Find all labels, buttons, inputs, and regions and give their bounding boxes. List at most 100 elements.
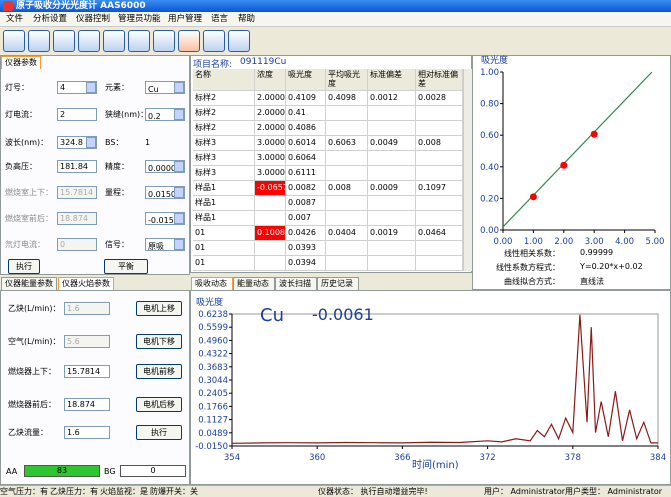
param-input[interactable]: 2 [57,108,97,121]
toolbar-button[interactable] [203,30,225,52]
column-header: 标准偏差 [368,69,416,91]
param-label: 量程： [105,188,129,197]
tab[interactable]: 仪器火焰参数 [58,277,114,290]
project-name: 091119Cu [240,57,287,67]
calibration-chart: 吸光度 0.00 0.20 0.40 0.60 0.80 1.00 0.00 1.00 2.00 3… [480,55,664,247]
column-header: 名称 [193,69,255,91]
table-cell: 0.0464 [416,226,463,241]
flame-button[interactable]: 电机下移 [136,334,182,349]
toolbar-button[interactable] [28,30,50,52]
tab[interactable]: 仪器能量参数 [1,277,57,290]
menu-item[interactable]: 分析设置 [33,14,68,24]
table-cell: 0.0426 [286,226,326,241]
flame-label: 乙炔流量： [8,428,48,437]
menu-item[interactable]: 文件 [6,14,24,24]
x-tick-label: 354 [224,453,240,463]
table-cell: 0.41 [286,106,326,121]
y-tick-label: 0.3044 [198,376,228,386]
flame-input: 5.6 [64,335,110,348]
flame-button[interactable]: 电机上移 [136,301,182,316]
table-cell: 01 [193,226,255,241]
table-cell [368,241,416,256]
menu-item[interactable]: 语言 [211,14,229,24]
button[interactable]: 执行 [8,259,40,274]
tab[interactable]: 能量动态 [233,277,275,290]
point [560,161,568,169]
calibration-panel [472,55,671,290]
x-tick-label: 366 [394,453,410,463]
table-cell: 标样2 [193,106,255,121]
tab[interactable]: 仪器参数 [1,56,41,69]
table-cell: 01 [193,256,255,271]
fit-line [502,71,653,228]
menu-item[interactable]: 帮助 [238,14,256,24]
info-label: 线性系数方程式： [496,263,560,272]
tab[interactable]: 历史记录 [317,277,359,290]
dropdown-arrow[interactable] [174,109,184,120]
tab[interactable]: 吸收动态 [191,277,233,290]
dropdown-arrow[interactable] [174,239,184,250]
toolbar-button[interactable] [103,30,125,52]
dropdown-arrow[interactable] [174,82,184,93]
toolbar-button[interactable] [228,30,250,52]
menu-item[interactable]: 用户管理 [168,14,203,24]
param-input[interactable]: 181.84 [57,160,97,173]
y-tick-label: 0.1766 [198,402,228,412]
table-cell: 0.6111 [286,166,326,181]
flame-input[interactable]: 15.7814 [64,365,110,378]
dropdown-arrow[interactable] [174,213,184,224]
flame-input[interactable]: 1.6 [64,426,110,439]
table-cell: 0.0082 [286,181,326,196]
flame-button[interactable]: 执行 [136,425,182,440]
table-cell: 3.000000 [255,151,286,166]
param-label: BS： [105,138,124,147]
title-bar [0,0,671,12]
table-cell: 0.4098 [326,91,368,106]
y-tick-label: -0.0150 [195,442,228,452]
dropdown-arrow[interactable] [174,161,184,172]
x-tick-label: 0.00 [494,237,513,247]
param-label: 精度： [105,162,129,171]
table-cell [326,256,368,271]
x-tick-label: 378 [565,453,581,463]
table-cell: 0.6063 [326,136,368,151]
flame-input[interactable]: 18.874 [64,398,110,411]
table-cell [255,256,286,271]
table-cell: 标样3 [193,136,255,151]
y-tick-label: 0.1127 [198,416,228,426]
table-cell [326,211,368,226]
toolbar-button[interactable] [78,30,100,52]
table-cell [326,166,368,181]
y-tick-label: 0.4960 [198,336,228,346]
flame-button[interactable]: 电机前移 [136,364,182,379]
menu-item[interactable]: 仪器控制 [76,14,111,24]
menu-item[interactable]: 管理员功能 [118,14,161,24]
y-tick-label: 0.5599 [198,323,228,333]
point [529,193,537,201]
table-cell [368,106,416,121]
chart-title: 吸光度 [481,55,508,66]
bg-label: BG [104,467,116,476]
column-header: 吸光度 [286,69,326,91]
dropdown-arrow[interactable] [174,187,184,198]
y-tick-label: 0.00 [480,226,499,236]
button[interactable]: 平衡 [104,259,148,274]
dropdown-arrow[interactable] [86,82,96,93]
flame-input: 1.6 [64,302,110,315]
toolbar-button[interactable] [128,30,150,52]
toolbar-button[interactable] [53,30,75,52]
param-input: 18.874 [57,212,97,225]
flame-button[interactable]: 电机后移 [136,397,182,412]
param-input: 15.7814 [57,186,97,199]
tab[interactable]: 波长扫描 [275,277,317,290]
table-cell: 3.000000 [255,136,286,151]
toolbar-button[interactable] [153,30,175,52]
table-cell [326,121,368,136]
table-cell: 样品1 [193,181,255,196]
table-cell: 0.0393 [286,241,326,256]
toolbar-button[interactable] [178,30,200,52]
scrollbar[interactable] [463,69,472,271]
table-cell [326,106,368,121]
dropdown-arrow[interactable] [86,137,96,148]
toolbar-button[interactable] [3,30,25,52]
